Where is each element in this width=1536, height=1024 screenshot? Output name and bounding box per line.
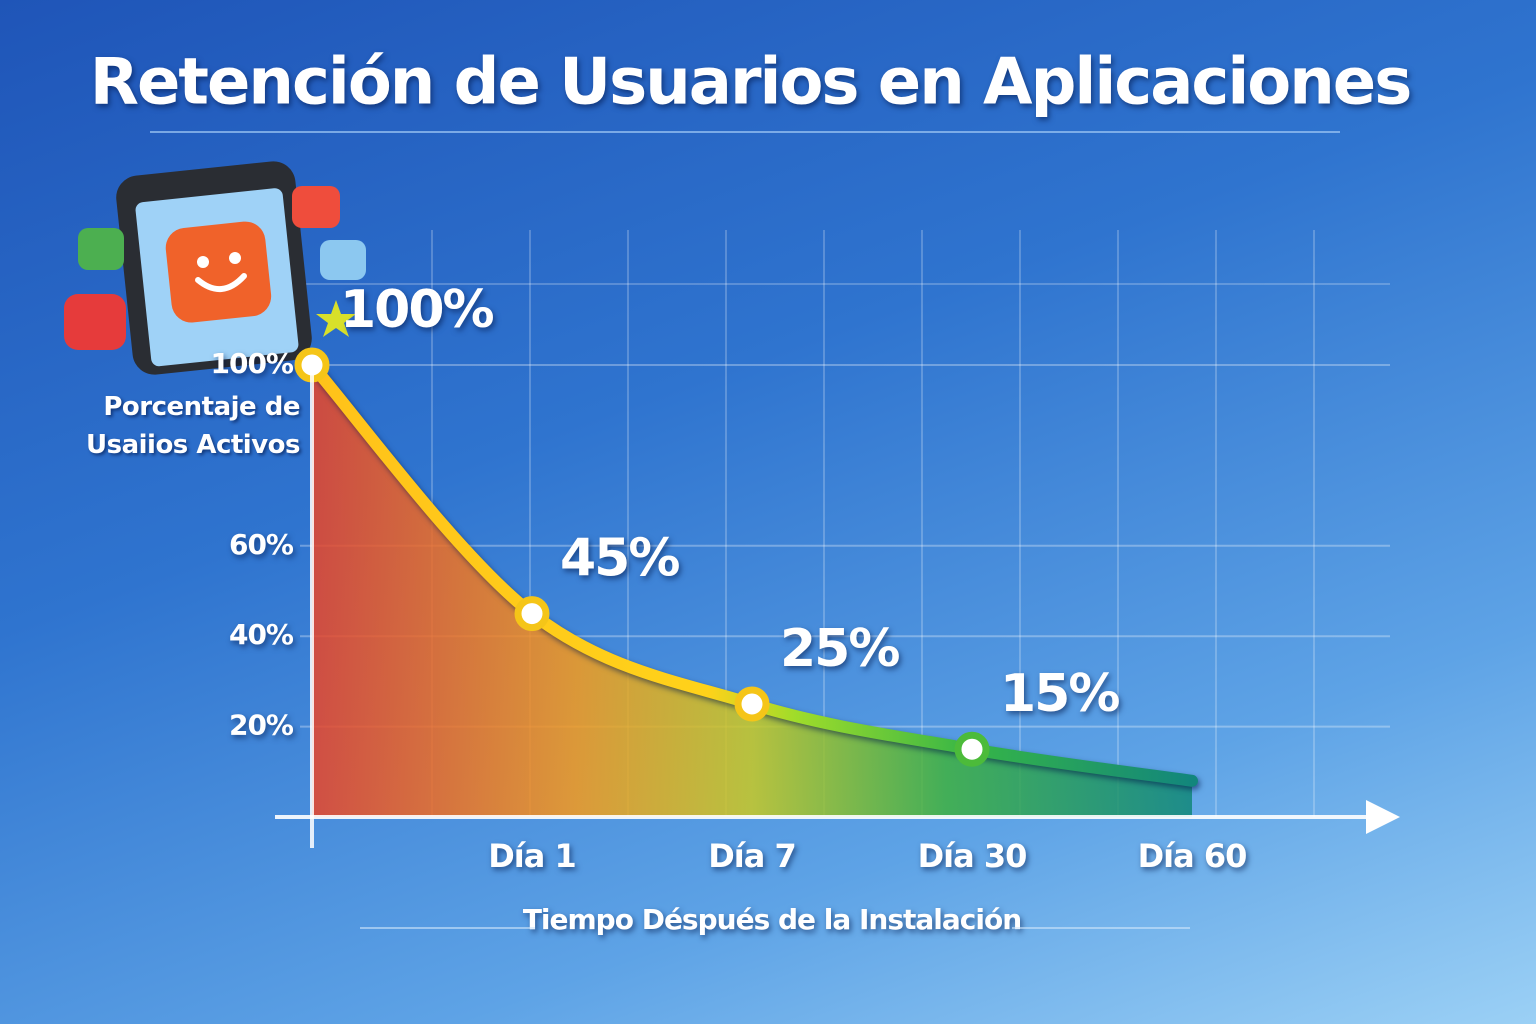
phone-illustration: [64, 161, 366, 375]
x-tick-label: Día 60: [1138, 837, 1247, 875]
y-tick-label: 40%: [229, 618, 294, 651]
value-label: 45%: [560, 529, 679, 589]
area: [312, 365, 1192, 817]
point-marker: [954, 731, 990, 767]
x-tick-label: Día 1: [488, 837, 576, 875]
decor-grid: [300, 230, 1390, 817]
y-tick-label: 20%: [229, 709, 294, 742]
chart-title: Retención de Usuarios en Aplicaciones: [90, 46, 1411, 120]
point-marker: [514, 596, 550, 632]
y-tick-label: 60%: [229, 528, 294, 561]
x-tick-label: Día 30: [918, 837, 1027, 875]
value-label: 100%: [340, 280, 494, 340]
value-label: 25%: [780, 619, 899, 679]
x-tick-label: Día 7: [708, 837, 796, 875]
value-label: 15%: [1000, 664, 1119, 724]
x-axis-label: Tiempo Déspués de la Instalación: [523, 903, 1021, 936]
point-marker: [734, 686, 770, 722]
y-axis-label: Porcentaje de Usaiios Activos: [85, 392, 301, 460]
y-tick-label: 100%: [210, 347, 293, 380]
x-axis-arrow: [1366, 800, 1400, 834]
